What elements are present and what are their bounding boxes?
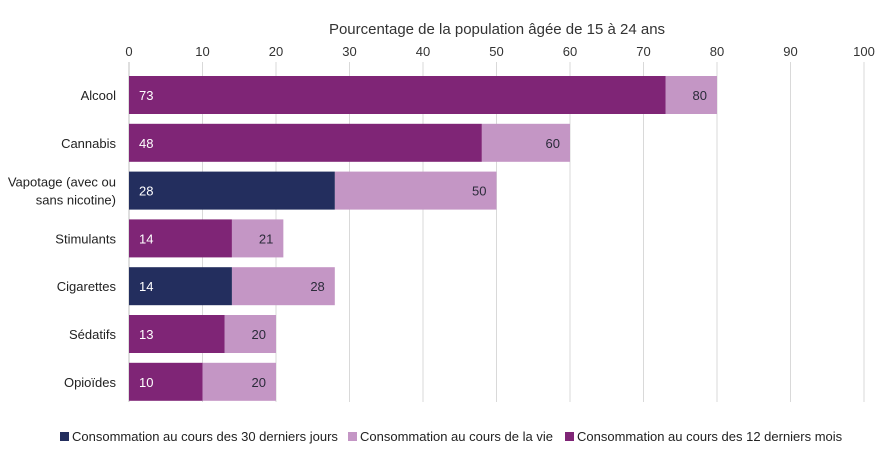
legend-label: Consommation au cours des 12 derniers mo…	[577, 429, 843, 444]
x-tick-label: 80	[710, 44, 724, 59]
category-label: Opioïdes	[64, 375, 117, 390]
category-labels: Alcool Cannabis Vapotage (avec ou sans nico…	[8, 88, 117, 390]
data-label: 20	[252, 327, 266, 342]
x-tick-label: 30	[342, 44, 356, 59]
bar-12-months	[129, 76, 666, 114]
legend-label: Consommation au cours des 30 derniers jo…	[72, 429, 338, 444]
x-tick-label: 90	[783, 44, 797, 59]
bar-30-days	[129, 171, 335, 210]
x-tick-label: 0	[125, 44, 132, 59]
x-axis-title: Pourcentage de la population âgée de 15 …	[329, 21, 665, 38]
x-axis-ticks: 0 10 20 30 40 50 60 70 80 90 100	[125, 44, 874, 59]
x-tick-label: 10	[195, 44, 209, 59]
gridlines	[128, 62, 865, 402]
data-label: 13	[139, 327, 153, 342]
legend-swatch	[565, 432, 574, 441]
x-tick-label: 70	[636, 44, 650, 59]
legend-swatch	[348, 432, 357, 441]
data-label: 48	[139, 136, 153, 151]
bars: 73 80 48 60 28 50 14 21 14 28 13 20 10 20	[129, 76, 717, 401]
data-label: 14	[139, 279, 153, 294]
data-label: 28	[310, 279, 324, 294]
data-label: 80	[693, 88, 707, 103]
legend-label: Consommation au cours de la vie	[360, 429, 553, 444]
bar-12-months	[129, 219, 232, 258]
x-tick-label: 50	[489, 44, 503, 59]
category-label: Sédatifs	[69, 327, 116, 342]
data-label: 60	[546, 136, 560, 151]
data-label: 73	[139, 88, 153, 103]
bar-lifetime	[334, 171, 497, 210]
x-tick-label: 40	[416, 44, 430, 59]
x-tick-label: 100	[853, 44, 875, 59]
x-tick-label: 60	[563, 44, 577, 59]
bar-12-months	[129, 123, 482, 162]
category-label: Alcool	[81, 88, 117, 103]
category-label: Stimulants	[55, 231, 116, 246]
data-label: 50	[472, 184, 486, 199]
category-label: Cannabis	[61, 136, 116, 151]
bar-12-months	[129, 315, 225, 353]
legend: Consommation au cours des 30 derniers jo…	[60, 429, 843, 444]
bar-lifetime	[231, 219, 284, 258]
data-label: 21	[259, 231, 273, 246]
legend-swatch	[60, 432, 69, 441]
bar-lifetime	[481, 123, 570, 162]
bar-30-days	[129, 267, 232, 306]
category-label: sans nicotine)	[36, 193, 116, 208]
category-label: Vapotage (avec ou	[8, 175, 116, 190]
bar-lifetime	[224, 315, 276, 353]
category-label: Cigarettes	[57, 279, 117, 294]
data-label: 20	[252, 375, 266, 390]
data-label: 10	[139, 375, 153, 390]
data-label: 28	[139, 184, 153, 199]
bar-lifetime	[231, 267, 335, 306]
bar-lifetime	[202, 362, 276, 401]
x-tick-label: 20	[269, 44, 283, 59]
bar-lifetime	[665, 76, 717, 114]
data-label: 14	[139, 231, 153, 246]
bar-12-months	[129, 362, 203, 401]
